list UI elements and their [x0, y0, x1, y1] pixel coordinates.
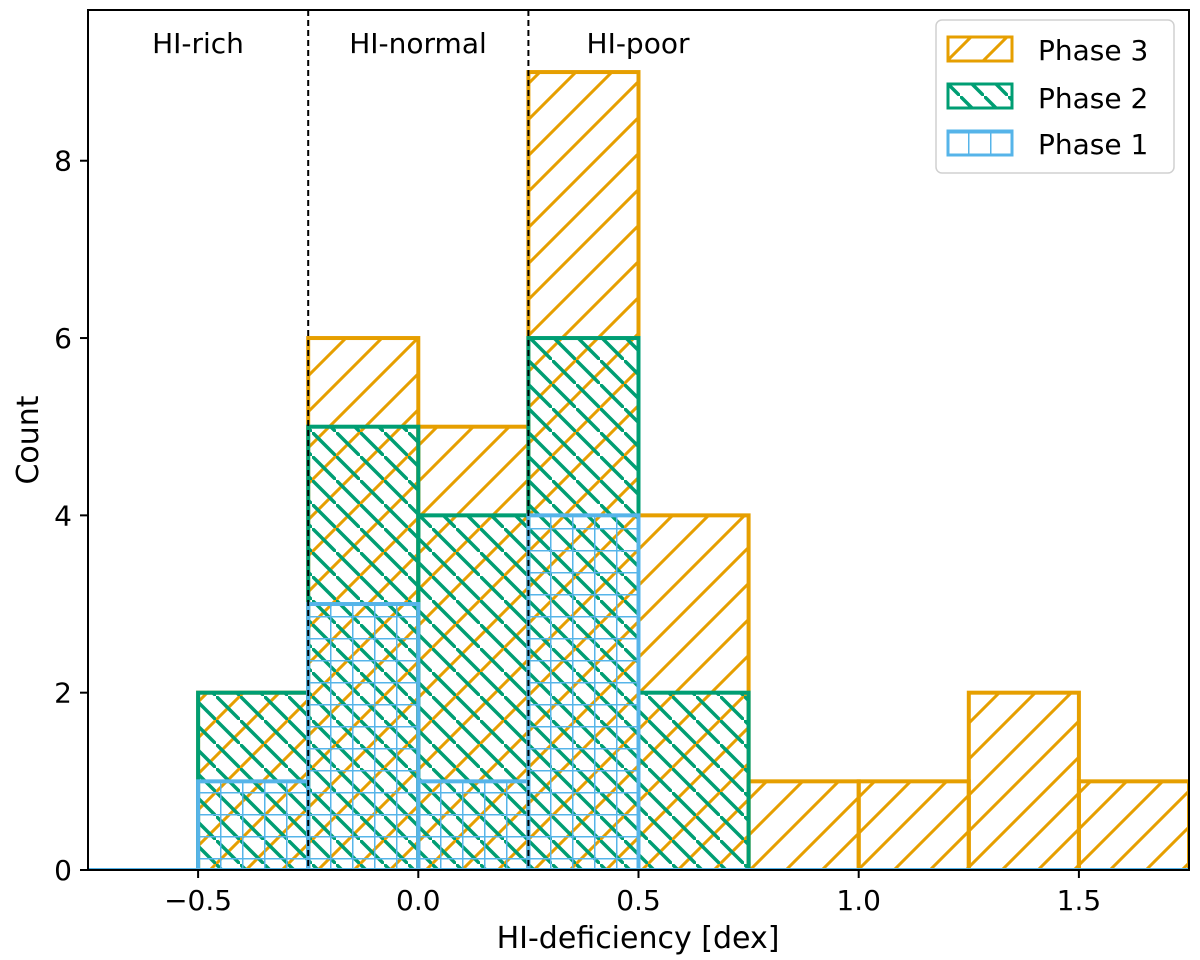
bar-phase-1-bin-4: [526, 513, 641, 870]
x-axis-label: HI-deficiency [dex]: [497, 921, 780, 956]
y-tick-label: 2: [54, 677, 72, 710]
bar-phase-1-bin-2: [306, 602, 421, 870]
histogram-bars: [88, 70, 1189, 870]
bar-phase-3-bin-8: [966, 690, 1081, 870]
x-tick-label: 1.0: [836, 884, 881, 917]
legend-swatch-phase-3: [946, 35, 1014, 63]
y-tick-label: 6: [54, 322, 72, 355]
legend-swatch-phase-1: [946, 129, 1014, 157]
y-tick-label: 0: [54, 854, 72, 887]
legend-label-phase-2: Phase 2: [1038, 82, 1148, 115]
x-tick-label: −0.5: [164, 884, 232, 917]
bar-phase-3-bin-6: [746, 779, 861, 870]
x-tick-label: 0.5: [616, 884, 661, 917]
y-tick-label: 8: [54, 145, 72, 178]
bar-phase-2-bin-5: [636, 690, 751, 870]
x-tick-label: 1.5: [1057, 884, 1102, 917]
x-tick-label: 0.0: [396, 884, 441, 917]
x-axis-ticks: −0.5 0.0 0.5 1.0 1.5: [164, 870, 1101, 917]
y-tick-label: 4: [54, 499, 72, 532]
y-axis-label: Count: [11, 395, 46, 484]
region-label-hi-rich: HI-rich: [152, 27, 244, 60]
region-label-hi-poor: HI-poor: [587, 27, 690, 60]
bar-phase-3-bin-7: [856, 779, 971, 870]
legend-swatch-phase-2: [946, 82, 1014, 110]
bar-phase-1-bin-3: [416, 779, 531, 870]
legend: Phase 3 Phase 2 Phase 1: [935, 19, 1175, 174]
legend-label-phase-3: Phase 3: [1038, 34, 1148, 67]
region-label-hi-normal: HI-normal: [349, 27, 487, 60]
legend-label-phase-1: Phase 1: [1038, 128, 1148, 161]
y-axis-ticks: 0 2 4 6 8: [54, 145, 88, 887]
region-divider-lines: [307, 10, 530, 870]
region-labels: HI-rich HI-normal HI-poor: [152, 27, 690, 60]
bar-phase-1-bin-1: [196, 779, 311, 870]
bar-phase-3-bin-9: [1076, 779, 1189, 870]
